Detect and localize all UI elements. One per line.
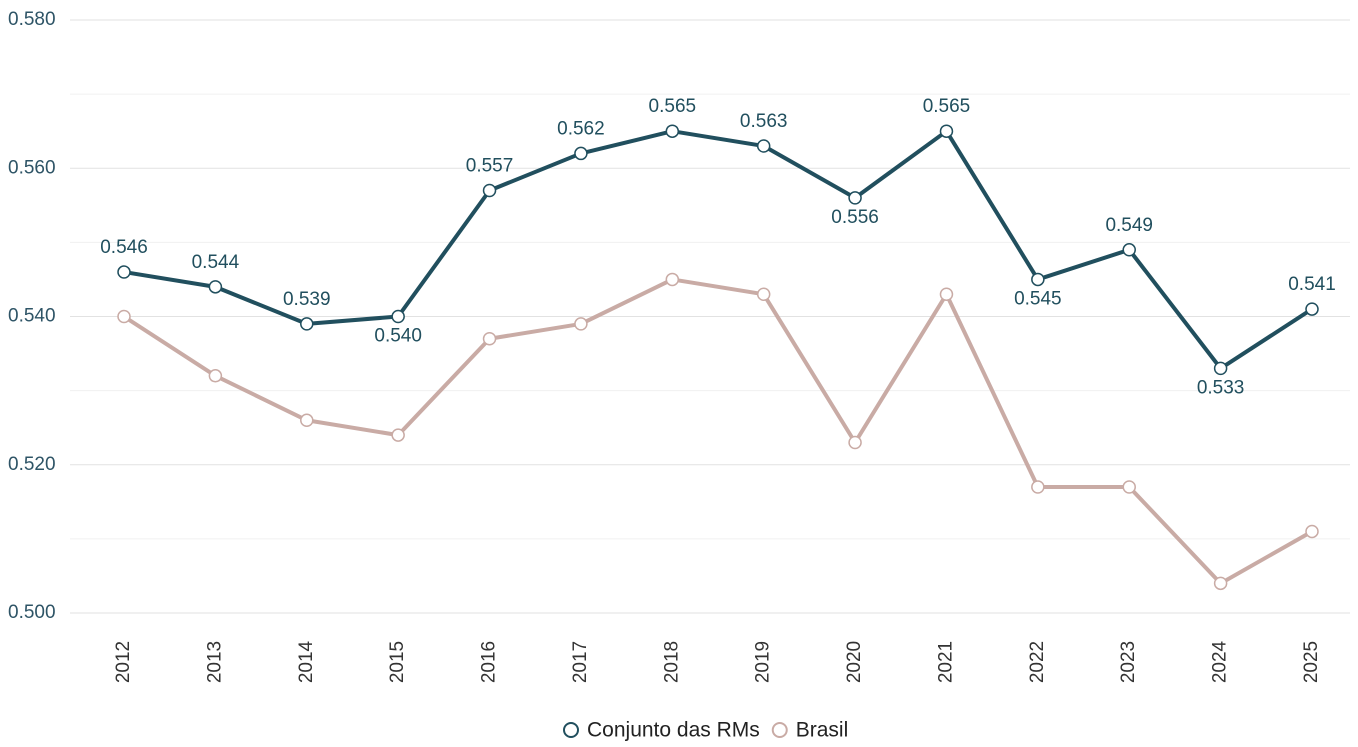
value-label: 0.545 [1014, 288, 1062, 309]
y-tick-label: 0.560 [8, 157, 56, 178]
x-tick-label: 2013 [204, 641, 225, 683]
x-tick-label: 2014 [296, 640, 317, 683]
point [1305, 524, 1319, 539]
series-line [123, 129, 1314, 371]
point [300, 413, 314, 428]
y-tick-label: 0.520 [8, 454, 56, 475]
value-label: 0.539 [283, 289, 331, 310]
point [391, 428, 405, 442]
point [1213, 576, 1228, 591]
point [117, 309, 131, 324]
point [1031, 272, 1045, 287]
point [939, 287, 954, 302]
point [300, 317, 314, 331]
point [208, 280, 223, 294]
x-tick-label: 2019 [753, 641, 774, 683]
x-tick-label: 2016 [479, 641, 500, 683]
point [848, 191, 862, 205]
y-tick-label: 0.540 [8, 306, 56, 327]
point [117, 265, 131, 279]
point [1213, 361, 1228, 376]
x-tick-label: 2018 [661, 641, 682, 683]
point [939, 124, 954, 138]
value-label: 0.563 [740, 111, 788, 132]
point [1122, 480, 1136, 494]
legend: Conjunto das RMs Brasil [563, 719, 849, 742]
series: 0.546 0.544 0.539 0.540 0.557 0.562 0.565 0.563… [100, 96, 1336, 398]
y-tick-label: 0.500 [8, 602, 56, 623]
value-label: 0.549 [1105, 215, 1153, 236]
point [208, 369, 223, 383]
series [117, 272, 1319, 591]
point [848, 435, 862, 450]
legend-label: Brasil [796, 719, 849, 742]
x-tick-label: 2020 [844, 641, 865, 683]
point [756, 139, 771, 153]
point [574, 146, 588, 161]
point [665, 272, 680, 287]
value-label: 0.533 [1197, 377, 1245, 398]
value-label: 0.565 [649, 96, 697, 117]
legend-marker [563, 722, 579, 738]
point [1305, 302, 1319, 316]
point [665, 124, 680, 138]
point [1031, 480, 1045, 494]
point [1122, 243, 1136, 257]
point [756, 287, 771, 302]
legend-label: Conjunto das RMs [587, 719, 760, 742]
x-tick-label: 2021 [935, 641, 956, 683]
point [482, 183, 497, 198]
x-tick-label: 2023 [1118, 641, 1139, 683]
point [574, 317, 588, 331]
x-tick-label: 2022 [1027, 641, 1048, 683]
y-tick-label: 0.580 [8, 9, 56, 30]
x-tick-label: 2012 [113, 641, 134, 683]
x-tick-label: 2017 [570, 641, 591, 683]
value-label: 0.540 [374, 326, 422, 347]
value-label: 0.544 [192, 252, 240, 273]
legend-marker [771, 722, 788, 738]
point [391, 309, 405, 324]
value-label: 0.562 [557, 118, 605, 139]
series-line [122, 277, 1313, 586]
value-label: 0.556 [831, 207, 879, 228]
value-label: 0.565 [923, 96, 971, 117]
value-label: 0.541 [1288, 274, 1336, 295]
x-tick-label: 2025 [1301, 641, 1322, 683]
value-label: 0.546 [100, 237, 148, 258]
x-tick-label: 2024 [1210, 640, 1231, 683]
x-tick-label: 2015 [387, 641, 408, 683]
value-label: 0.557 [466, 156, 514, 177]
point [482, 331, 497, 346]
